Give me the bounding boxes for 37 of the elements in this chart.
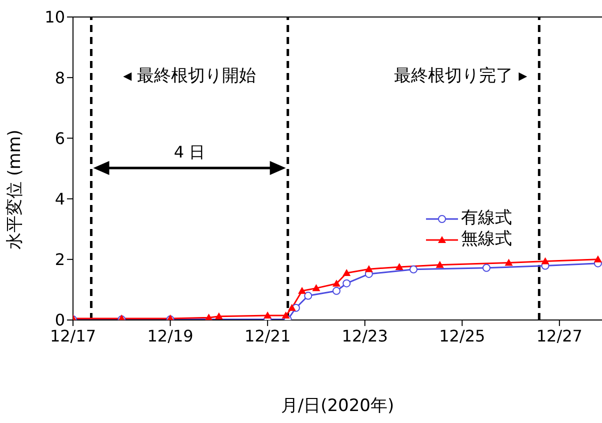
y-axis-title: 水平変位 (mm) xyxy=(5,130,25,250)
point xyxy=(298,286,306,294)
point xyxy=(410,265,418,274)
point xyxy=(214,312,223,320)
y-tick-label: 8 xyxy=(54,68,65,88)
annotation: 4 日 xyxy=(174,142,206,162)
point xyxy=(264,311,272,318)
y-tick-label: 10 xyxy=(44,8,65,27)
point xyxy=(332,286,340,295)
x-tick-label: 12/19 xyxy=(147,326,194,346)
point xyxy=(204,314,213,320)
point xyxy=(288,304,296,311)
point xyxy=(541,257,550,264)
y-tick-label: 4 xyxy=(54,189,65,208)
x-tick-label: 12/25 xyxy=(439,326,486,346)
point xyxy=(312,284,320,292)
legend-label: 有線式 xyxy=(461,208,512,229)
point xyxy=(395,262,404,270)
point xyxy=(594,255,602,262)
point xyxy=(342,279,351,288)
x-axis-title: 月/日(2020年) xyxy=(280,396,394,416)
y-tick-label: 6 xyxy=(54,128,65,148)
point xyxy=(436,260,444,268)
point xyxy=(504,258,513,266)
point xyxy=(364,265,373,272)
x-tick-label: 12/27 xyxy=(536,326,582,346)
x-tick-label: 12/23 xyxy=(342,326,388,346)
annotation: 最終根切り完了 ▸ xyxy=(394,66,528,86)
annotation: ◂ 最終根切り開始 xyxy=(123,66,256,86)
point xyxy=(304,292,312,300)
point xyxy=(342,269,351,276)
legend-label: 無線式 xyxy=(461,229,512,250)
point xyxy=(482,264,490,272)
x-tick-label: 12/21 xyxy=(244,326,291,346)
y-tick-label: 2 xyxy=(54,250,65,270)
point xyxy=(332,280,340,287)
point xyxy=(282,311,290,318)
